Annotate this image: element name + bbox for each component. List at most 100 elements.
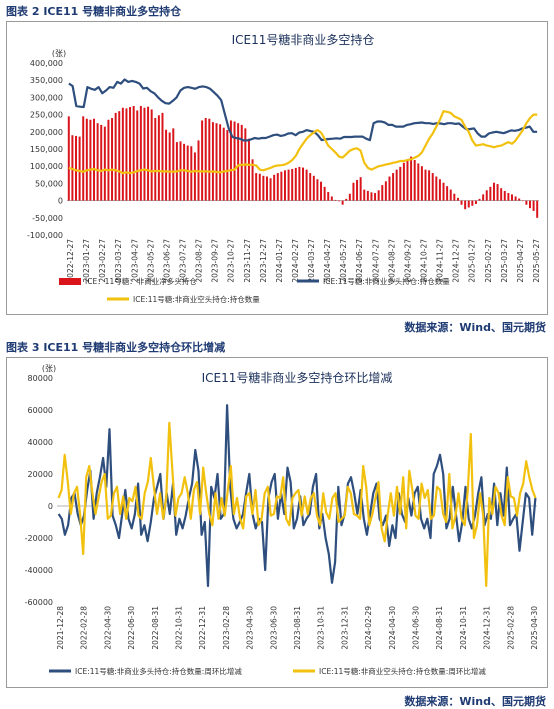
chart1-bar [399, 166, 402, 201]
chart2-x-tick-label: 2025-02-28 [506, 606, 515, 650]
chart2-x-tick-label: 2024-10-31 [459, 606, 468, 650]
chart1-bar [518, 198, 521, 201]
chart1-bar [302, 167, 304, 201]
chart1-y-tick-label: -50,000 [32, 214, 63, 223]
chart1-bar [388, 176, 391, 201]
chart2-y-tick-label: 60000 [28, 406, 53, 415]
chart2-x-tick-label: 2023-06-30 [269, 606, 278, 650]
chart1-bar [420, 166, 423, 201]
chart1-bar [312, 175, 315, 201]
chart1-bar [424, 169, 427, 201]
chart1-bar [453, 193, 456, 201]
chart1-x-tick-label: 2024-10-27 [420, 239, 429, 283]
chart1-svg: ICE11号糖非商业多空持仓 (张)400,000 350,000 300,000 25… [27, 32, 541, 304]
chart1-x-tick-label: 2023-11-27 [243, 239, 252, 283]
chart1-bar [521, 200, 524, 202]
chart2-series-line-2 [57, 421, 537, 588]
chart1-bar [471, 200, 474, 206]
chart1-bar [269, 178, 272, 201]
chart2-x-tick-label: 2021-12-28 [56, 606, 65, 650]
chart1-bar [82, 116, 85, 201]
chart2-y-tick-label: 80000 [28, 374, 53, 383]
chart2-x-tick-label: 2024-02-29 [364, 606, 373, 650]
chart1-y-tick-label: 250,000 [30, 111, 63, 120]
chart1-x-tick-label: 2023-08-27 [195, 239, 204, 283]
chart2-x-tick-label: 2022-04-30 [103, 606, 112, 650]
chart1-legend-label-2: ICE:11号糖:非商业多头持仓:持仓数量 [323, 276, 450, 286]
chart1-bar [392, 173, 395, 201]
chart1-bar [356, 179, 359, 201]
chart1-bar [406, 159, 409, 201]
chart1-bar [395, 169, 398, 201]
chart1-bar [348, 193, 351, 201]
chart1-x-tick-label: 2024-08-27 [387, 239, 396, 283]
chart2-x-tick-label: 2024-04-30 [388, 606, 397, 650]
chart1-bar [352, 182, 355, 201]
chart1-bar [359, 177, 362, 201]
chart2-x-tick-label: 2022-12-31 [198, 606, 207, 650]
chart1-bar [136, 110, 139, 201]
chart1-bar [507, 193, 510, 201]
chart2-x-tick-label: 2022-02-28 [80, 606, 89, 650]
chart1-bar [525, 200, 528, 205]
chart1-x-tick-label: 2025-01-27 [468, 239, 477, 283]
chart1-bar [500, 188, 503, 201]
chart1-bar [338, 200, 341, 202]
chart1-bar [215, 123, 218, 201]
chart1-bar [85, 118, 88, 201]
chart1-y-tick-label: 400,000 [30, 59, 63, 68]
figure1-caption: 图表 2 ICE11 号糖非商业多空持仓 [6, 5, 182, 18]
chart1-title: ICE11号糖非商业多空持仓 [232, 32, 375, 47]
chart1-bar [161, 112, 164, 201]
chart1-bar [492, 182, 495, 201]
chart2-x-tick-label: 2022-06-30 [127, 606, 136, 650]
chart1-x-tick-label: 2022-12-27 [66, 239, 75, 283]
chart1-y-tick-label: 50,000 [35, 179, 63, 188]
chart1-bar [240, 124, 243, 201]
chart1-bar [233, 121, 236, 201]
chart1-bar [132, 106, 135, 201]
chart1-bar [262, 175, 265, 201]
chart1-bar [442, 182, 445, 201]
chart1-x-tick-label: 2023-04-27 [130, 239, 139, 283]
chart1-bar [305, 169, 308, 201]
chart1-bar [75, 135, 77, 201]
chart1-bar [402, 162, 405, 201]
chart2-title: ICE11号糖非商业多空持仓环比增减 [202, 370, 393, 385]
chart1-bar [489, 186, 492, 201]
chart1-x-tick-label: 2024-04-27 [323, 239, 332, 283]
chart1-bar [366, 190, 369, 201]
chart1-bar [229, 120, 232, 201]
figure2-source: 数据来源：Wind、国元期货 [404, 695, 546, 708]
chart1-series-line-2 [68, 78, 538, 142]
chart1-bar [485, 190, 488, 201]
chart1-bar [100, 124, 103, 201]
chart2-x-tick-label: 2023-04-30 [246, 606, 255, 650]
chart1-x-tick-label: 2024-01-27 [275, 239, 284, 283]
chart1-bar [143, 107, 146, 201]
chart1-bar [510, 194, 513, 201]
chart2-panel: ICE11号糖非商业多空持仓环比增减 (张) 80000 60000 40000 2000… [6, 357, 548, 688]
chart1-bar [273, 174, 276, 201]
chart2-y-tick-label: -40000 [25, 566, 53, 575]
chart1-bar [168, 132, 171, 201]
chart2-y-tick-label: 0 [48, 502, 53, 511]
chart1-x-tick-label: 2023-12-27 [259, 239, 268, 283]
chart1-x-tick-label: 2023-05-27 [146, 239, 155, 283]
chart1-x-tick-label: 2025-04-27 [516, 239, 525, 283]
chart1-x-tick-label: 2023-02-27 [98, 239, 107, 283]
chart2-x-tick-label: 2023-02-28 [222, 606, 231, 650]
chart1-x-tick-label: 2023-07-27 [178, 239, 187, 283]
chart1-bar [121, 107, 124, 201]
chart2-y-tick-label: -60000 [25, 598, 53, 607]
chart1-bar [316, 179, 319, 201]
chart1-bar [255, 173, 258, 201]
chart1-bar [449, 189, 452, 201]
chart1-bar [417, 163, 420, 201]
chart1-bar [129, 107, 132, 201]
figure1-source: 数据来源：Wind、国元期货 [404, 321, 546, 334]
chart1-bar [89, 119, 92, 201]
chart2-series-line-1 [57, 404, 537, 588]
chart1-x-tick-label: 2023-06-27 [162, 239, 171, 283]
chart1-series-line-3 [68, 110, 538, 175]
